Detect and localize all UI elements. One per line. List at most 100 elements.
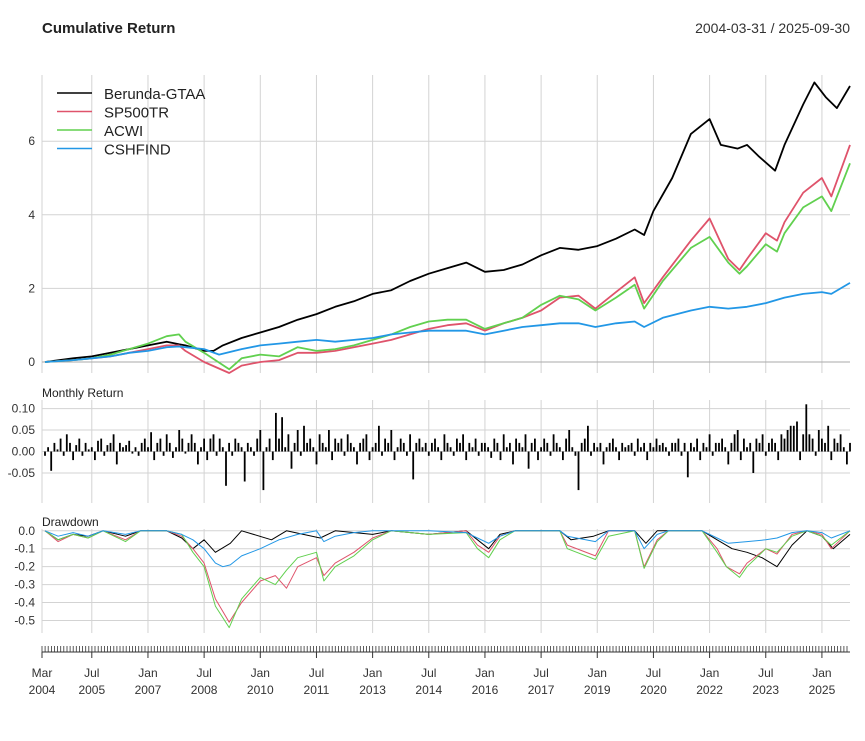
monthly-bar-148: [505, 447, 508, 452]
monthly-bar-16: [94, 451, 96, 461]
drawdown-ytick-label-0: 0.0: [18, 524, 35, 538]
monthly-bar-107: [378, 425, 380, 452]
monthly-bar-171: [577, 451, 580, 491]
monthly-bar-216: [718, 442, 720, 452]
cum-line-berunda-gtaa: [44, 81, 851, 363]
monthly-bar-247: [814, 451, 817, 456]
monthly-bar-62: [237, 442, 240, 452]
monthly-bar-173: [583, 438, 586, 452]
monthly-bar-234: [774, 442, 776, 452]
cum-ytick-label-1: 2: [28, 281, 35, 295]
monthly-bar-31: [140, 442, 143, 452]
monthly-bar-36: [156, 442, 159, 452]
x-tick-year-10: 2019: [584, 683, 611, 697]
monthly-bar-154: [524, 434, 527, 452]
monthly-bar-190: [636, 438, 639, 452]
monthly-bar-159: [540, 447, 542, 452]
monthly-bar-184: [618, 451, 620, 461]
monthly-bar-98: [349, 442, 352, 452]
x-tick-month-14: Jan: [812, 666, 831, 680]
monthly-bar-74: [275, 412, 277, 452]
monthly-bar-233: [771, 438, 773, 452]
monthly-bar-102: [362, 438, 365, 452]
monthly-bar-65: [246, 442, 249, 452]
monthly-bar-232: [768, 442, 770, 452]
chart-title: Cumulative Return: [42, 20, 175, 37]
monthly-bar-68: [256, 438, 259, 452]
x-tick-month-9: Jul: [533, 666, 548, 680]
monthly-bar-253: [833, 438, 836, 452]
monthly-ytick-label-3: -0.05: [8, 466, 36, 480]
monthly-bar-196: [655, 438, 658, 452]
monthly-bar-51: [203, 438, 205, 452]
monthly-bar-18: [100, 438, 103, 452]
monthly-bar-91: [328, 430, 330, 452]
drawdown-line-acwi: [44, 530, 851, 629]
monthly-bar-126: [437, 447, 439, 452]
monthly-bar-220: [730, 442, 733, 452]
drawdown-ytick-label-1: -0.1: [14, 542, 35, 556]
drawdown-panel: 0.0 -0.1 -0.2 -0.3 -0.4 -0.5: [14, 524, 851, 633]
monthly-bar-130: [449, 447, 452, 452]
monthly-bar-186: [624, 447, 627, 452]
monthly-bar-149: [509, 442, 511, 452]
monthly-bar-181: [608, 442, 611, 452]
monthly-bar-248: [817, 430, 820, 452]
drawdown-line-cshfind: [44, 530, 851, 568]
monthly-bar-121: [421, 447, 424, 452]
monthly-bar-179: [602, 451, 605, 465]
monthly-bar-26: [125, 445, 127, 452]
monthly-bar-13: [84, 442, 87, 452]
monthly-bar-38: [162, 451, 165, 456]
monthly-bar-167: [565, 438, 567, 452]
monthly-bar-37: [159, 438, 162, 452]
monthly-bar-3: [53, 442, 56, 452]
monthly-bar-189: [633, 451, 636, 456]
x-tick-month-13: Jul: [758, 666, 773, 680]
monthly-bar-11: [78, 438, 81, 452]
monthly-bar-33: [147, 447, 149, 452]
monthly-bar-60: [231, 451, 234, 456]
monthly-bar-144: [493, 438, 496, 452]
monthly-bar-83: [303, 425, 305, 452]
monthly-bar-96: [343, 451, 346, 456]
monthly-bar-240: [792, 425, 795, 452]
monthly-bar-110: [387, 442, 390, 452]
monthly-bar-100: [356, 451, 358, 465]
x-tick-month-6: Jan: [363, 666, 382, 680]
monthly-bar-215: [714, 442, 717, 452]
monthly-bar-200: [668, 451, 670, 456]
monthly-bar-69: [259, 430, 262, 452]
monthly-bar-222: [736, 430, 739, 452]
monthly-bar-137: [471, 447, 474, 452]
monthly-bar-224: [743, 438, 745, 452]
monthly-bar-124: [431, 442, 433, 452]
legend-label-3: CSHFIND: [104, 142, 171, 159]
x-tick-year-7: 2014: [415, 683, 442, 697]
monthly-bar-23: [115, 451, 118, 465]
monthly-return-title: Monthly Return: [42, 386, 123, 400]
x-tick-month-5: Jul: [309, 666, 324, 680]
x-tick-month-8: Jan: [475, 666, 494, 680]
monthly-bar-203: [677, 438, 680, 452]
monthly-bar-180: [605, 447, 608, 452]
monthly-bar-84: [306, 442, 308, 452]
monthly-bar-140: [480, 442, 483, 452]
monthly-bar-219: [727, 451, 730, 465]
x-tick-year-0: 2004: [29, 683, 56, 697]
monthly-bar-226: [749, 442, 752, 452]
monthly-bar-128: [443, 434, 446, 452]
monthly-bar-57: [221, 447, 224, 452]
monthly-bar-239: [789, 425, 792, 452]
monthly-bar-48: [193, 442, 196, 452]
monthly-bar-78: [287, 434, 290, 452]
monthly-bar-93: [334, 438, 337, 452]
monthly-bar-120: [418, 438, 421, 452]
monthly-bar-238: [786, 430, 789, 452]
x-tick-year-5: 2011: [304, 683, 330, 697]
monthly-bar-127: [440, 451, 443, 461]
monthly-bar-178: [599, 442, 602, 452]
monthly-bar-183: [615, 447, 617, 452]
monthly-bar-90: [324, 447, 327, 452]
monthly-bar-133: [459, 442, 461, 452]
